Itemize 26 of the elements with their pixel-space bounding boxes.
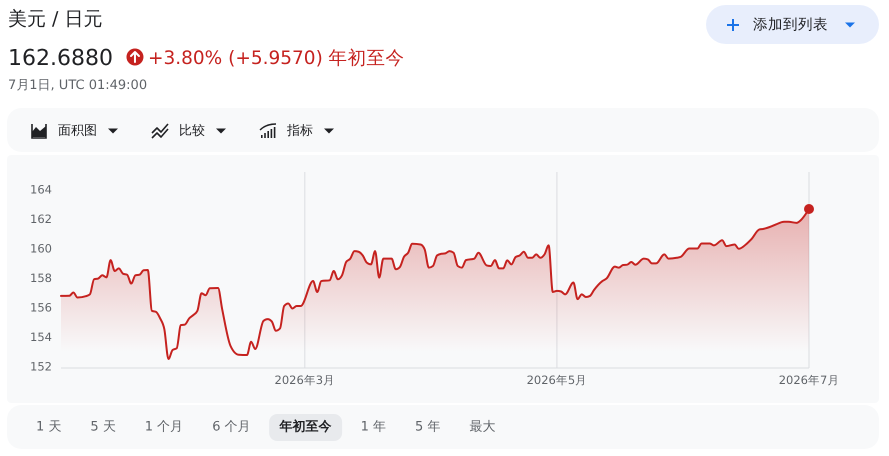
y-tick-label: 162 xyxy=(30,212,52,226)
chart-subtitle: 162.6880 xyxy=(8,46,113,71)
text: 面积图 xyxy=(58,124,97,138)
text: 7月1日, UTC 01:49:00 xyxy=(8,78,148,93)
x-tick-label: 2026年5月 xyxy=(526,373,588,387)
y-tick-label: 164 xyxy=(30,182,52,197)
text: 最大 xyxy=(469,420,496,434)
chart-title: 美元 / 日元 xyxy=(8,8,102,30)
text: 1 个月 xyxy=(144,420,184,434)
y-tick-label: 156 xyxy=(30,300,52,315)
y-tick-label: 158 xyxy=(30,271,52,286)
y-tick-label: 154 xyxy=(30,330,52,344)
text: 5 天 xyxy=(90,420,116,434)
text: 5 年 xyxy=(415,420,440,434)
text: 比较 xyxy=(179,124,205,138)
x-tick-label: 2026年3月 xyxy=(274,373,336,387)
y-tick-label: 152 xyxy=(30,360,52,374)
x-tick-label: 2026年7月 xyxy=(778,373,840,387)
text: 年初至今 xyxy=(278,418,333,434)
text: 指标 xyxy=(286,124,313,138)
text: 添加到列表 xyxy=(753,16,828,33)
text: +3.80% (+5.9570) 年初至今 xyxy=(148,47,405,69)
text: 6 个月 xyxy=(212,420,251,434)
text: 1 天 xyxy=(36,420,62,434)
text: 1 年 xyxy=(360,420,386,434)
y-tick-label: 160 xyxy=(30,242,52,256)
